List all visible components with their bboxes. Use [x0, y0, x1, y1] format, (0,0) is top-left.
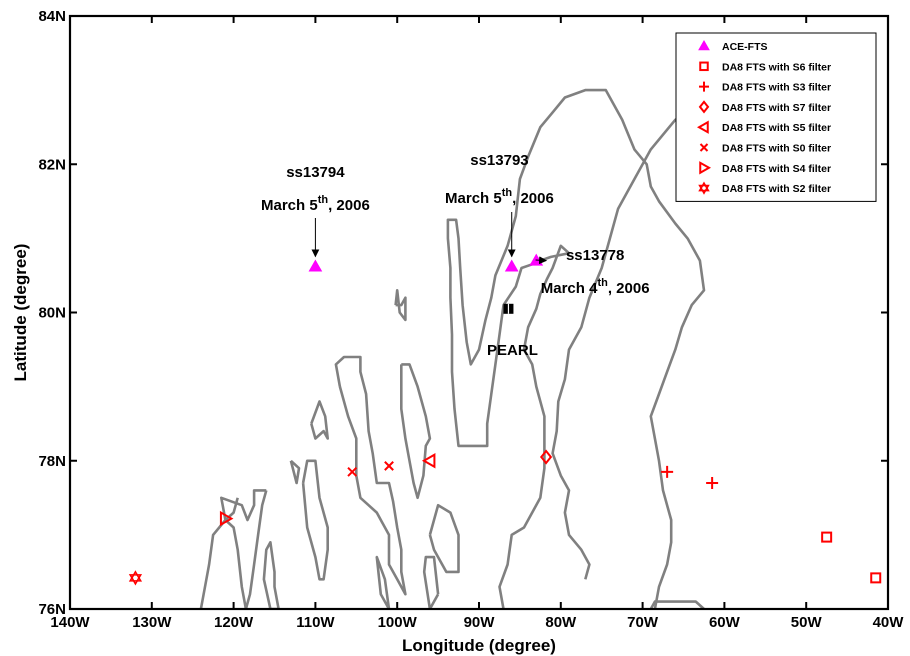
- legend-marker-diamond: [698, 100, 710, 114]
- point-square-1: [870, 572, 882, 584]
- legend-marker-triangle-right: [699, 161, 712, 175]
- coastline-7: [422, 555, 440, 609]
- point-hexagram-0: [128, 570, 143, 586]
- marker-layer: PEARL: [128, 253, 882, 586]
- x-tick-label: 70W: [627, 614, 659, 631]
- x-tick-label: 100W: [378, 614, 418, 631]
- coastline-9: [310, 400, 329, 440]
- axes: 140W 130W 120W 110W 100W 90W 80W 70W 60W 50W 40W 76…: [38, 8, 904, 631]
- y-tick-label: 80N: [38, 305, 66, 322]
- annotation-orbit-ss13778: ss13778: [566, 247, 624, 264]
- y-tick-label: 78N: [38, 453, 66, 470]
- annotation-orbit-ss13794: ss13794: [286, 164, 345, 181]
- annotation-date-ss13793: March 5th, 2006: [445, 187, 554, 207]
- y-tick-label: 76N: [38, 601, 66, 618]
- x-tick-label: 80W: [545, 614, 577, 631]
- legend-label: DA8 FTS with S0 filter: [722, 143, 831, 155]
- legend-marker-hexagram: [698, 181, 710, 195]
- point-plus-1: [706, 476, 719, 489]
- legend-label: DA8 FTS with S3 filter: [722, 82, 831, 94]
- point-triangle-right-0: [219, 510, 234, 527]
- legend-label: ACE-FTS: [722, 41, 768, 53]
- x-axis-title: Longitude (degree): [402, 636, 556, 655]
- coastline-10: [289, 459, 301, 485]
- legend-label: DA8 FTS with S5 filter: [722, 122, 831, 134]
- x-tick-label: 110W: [296, 614, 335, 631]
- annotation-date-ss13794: March 5th, 2006: [261, 194, 370, 214]
- legend: ACE-FTS DA8 FTS with S6 filter DA8 FTS wit…: [675, 32, 877, 202]
- point-plus-0: [661, 465, 674, 478]
- legend-marker-plus: [699, 81, 709, 92]
- coastline-4: [394, 289, 407, 322]
- annotation-orbit-ss13793: ss13793: [470, 152, 528, 169]
- x-tick-label: 140W: [50, 614, 90, 631]
- y-tick-label: 84N: [38, 8, 66, 25]
- coastline-2: [334, 355, 407, 596]
- legend-label: DA8 FTS with S7 filter: [722, 102, 831, 114]
- legend-box: [675, 32, 877, 202]
- x-tick-label: 120W: [214, 614, 254, 631]
- y-axis-title: Latitude (degree): [11, 244, 30, 382]
- point-triangle-left-0: [421, 453, 436, 469]
- x-tick-label: 50W: [791, 614, 823, 631]
- x-tick-label: 40W: [873, 614, 905, 631]
- point-x-1: [384, 461, 394, 471]
- coastline-8: [301, 459, 329, 581]
- point-diamond-0: [539, 449, 553, 465]
- legend-marker-square: [699, 61, 709, 72]
- x-tick-label: 90W: [464, 614, 496, 631]
- annotation-arrow-ss13778: [535, 256, 548, 265]
- legend-marker-triangle-left: [696, 120, 709, 134]
- coastline-12: [220, 489, 268, 609]
- coastline-11: [262, 541, 280, 609]
- x-tick-label: 60W: [709, 614, 741, 631]
- legend-marker-x: [699, 143, 709, 152]
- coastline-5: [375, 555, 391, 609]
- point-triangle-up-0: [308, 259, 323, 272]
- coastline-6: [428, 503, 460, 574]
- legend-label: DA8 FTS with S4 filter: [722, 163, 831, 175]
- coastline-13: [199, 497, 239, 609]
- annotation-layer: ss13794 March 5th, 2006 ss13793 March 5th, …: [261, 152, 650, 297]
- point-square-0: [821, 531, 833, 543]
- legend-label: DA8 FTS with S6 filter: [722, 61, 831, 73]
- point-x-0: [347, 466, 358, 477]
- annotation-date-ss13778: March 4th, 2006: [541, 277, 650, 297]
- legend-label: DA8 FTS with S2 filter: [722, 183, 831, 195]
- x-tick-label: 130W: [132, 614, 172, 631]
- coastline-14: [649, 600, 705, 609]
- coastline-1: [446, 88, 706, 609]
- pearl-station-label: PEARL: [487, 342, 538, 359]
- coastline-3: [400, 363, 432, 500]
- point-triangle-up-1: [504, 259, 519, 272]
- y-tick-label: 82N: [38, 156, 66, 173]
- legend-marker-triangle-up: [698, 39, 710, 51]
